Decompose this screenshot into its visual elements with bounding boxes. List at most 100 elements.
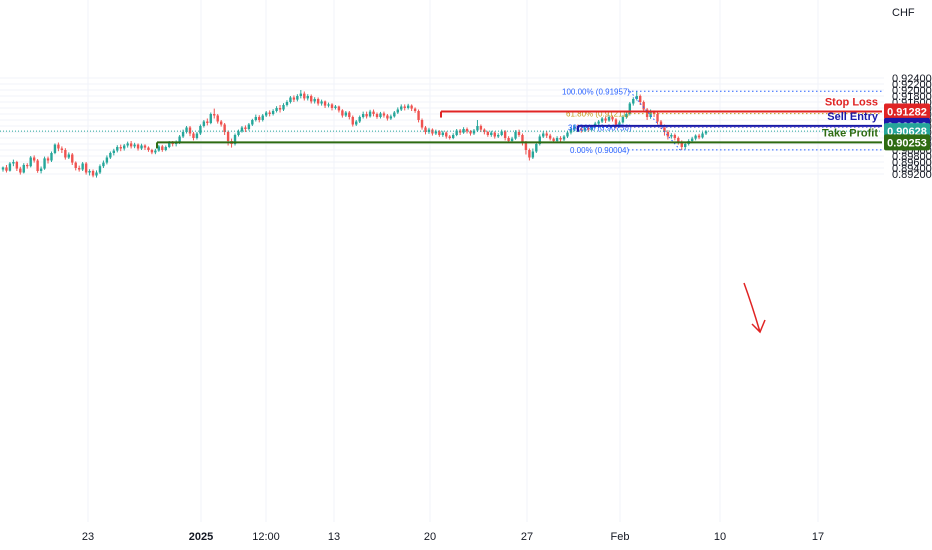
candle-body (289, 97, 292, 102)
candle-body (71, 154, 74, 163)
candle-body (635, 96, 638, 99)
candle-body (67, 154, 70, 158)
candle-body (261, 115, 264, 120)
candle-body (337, 106, 341, 111)
candle-body (268, 112, 271, 114)
candle-body (684, 144, 687, 147)
candle-body (355, 121, 358, 125)
candle-body (188, 127, 192, 134)
candle-body (483, 129, 486, 132)
candle-body (628, 103, 632, 114)
candle-body (500, 131, 503, 135)
candle-body (251, 120, 254, 125)
candle-body (140, 145, 143, 149)
candle-body (19, 168, 22, 173)
candle-body (60, 148, 64, 150)
take-profit-badge-bg (884, 134, 930, 151)
candle-body (372, 111, 375, 114)
candle-body (420, 120, 424, 128)
candle-body (538, 136, 541, 144)
candle-body (656, 114, 659, 122)
candle-body (386, 115, 389, 119)
candle-body (548, 135, 552, 139)
candle-body (185, 127, 188, 132)
candle-body (154, 150, 157, 153)
candle-body (410, 105, 413, 109)
candle-body (400, 106, 403, 110)
candles (1, 90, 708, 178)
y-tick-label: 0.91800 (892, 91, 932, 103)
fib-trend-line (629, 90, 681, 151)
candle-body (632, 99, 635, 104)
candle-body (427, 129, 431, 132)
candle-body (396, 109, 399, 113)
candle-body (64, 150, 67, 158)
candle-body (168, 142, 171, 147)
candle-body (192, 133, 195, 138)
candle-body (597, 121, 600, 124)
candle-body (310, 96, 313, 102)
candle-body (53, 144, 57, 153)
candle-body (39, 168, 43, 171)
candle-body (438, 131, 441, 135)
candle-body (621, 117, 625, 123)
price-axis[interactable]: 0.924000.922000.920000.918000.916000.914… (884, 73, 932, 181)
candle-body (701, 133, 704, 138)
candle-body (216, 115, 219, 122)
candle-body (57, 144, 60, 149)
sell-entry-label: Sell Entry (827, 111, 879, 123)
candle-body (521, 135, 524, 143)
y-tick-label: 0.89200 (892, 169, 932, 181)
candle-body (313, 99, 316, 102)
candle-body (424, 127, 427, 132)
candle-body (95, 172, 98, 176)
candle-body (510, 138, 514, 141)
candle-body (361, 114, 365, 117)
candle-body (46, 158, 50, 161)
candle-body (417, 111, 420, 120)
candle-body (351, 117, 354, 125)
fib-level-label: 38.20% (0.90750) (568, 124, 632, 133)
candle-body (659, 121, 663, 126)
candle-body (116, 147, 119, 151)
y-tick-label: 0.92200 (892, 79, 932, 91)
x-tick-label: 13 (328, 531, 340, 543)
candle-body (514, 132, 517, 139)
candle-body (233, 135, 237, 144)
candle-body (704, 131, 708, 134)
candle-body (507, 138, 510, 141)
candle-body (126, 143, 129, 146)
candle-body (462, 129, 465, 133)
candle-body (206, 121, 209, 123)
candle-body (583, 127, 586, 131)
candle-body (133, 144, 136, 147)
candle-body (611, 117, 614, 120)
candle-body (524, 142, 528, 150)
time-axis[interactable]: 23 2025 12:00 13 20 27 Feb 10 17 (82, 531, 824, 543)
candle-body (306, 96, 309, 99)
candle-body (292, 97, 296, 100)
candle-body (670, 135, 673, 137)
candle-body (542, 133, 545, 137)
fib-level-label: 61.80% (0.91211) (566, 110, 629, 119)
candle-body (365, 114, 368, 117)
candle-body (43, 158, 46, 169)
candle-body (472, 130, 476, 134)
candle-body (382, 113, 386, 116)
candle-body (164, 147, 167, 150)
candle-body (77, 168, 81, 170)
arrow-shaft (743, 282, 761, 333)
candle-body (358, 117, 361, 122)
candle-body (476, 126, 479, 131)
candle-body (282, 105, 285, 110)
candle-body (490, 132, 493, 135)
candle-body (375, 114, 379, 117)
candle-body (22, 165, 25, 173)
down-arrow-icon (743, 282, 766, 334)
candle-body (677, 138, 680, 142)
candle-body (109, 153, 112, 158)
candle-body (666, 132, 670, 137)
candle-body (247, 124, 251, 129)
candle-body (697, 135, 701, 138)
